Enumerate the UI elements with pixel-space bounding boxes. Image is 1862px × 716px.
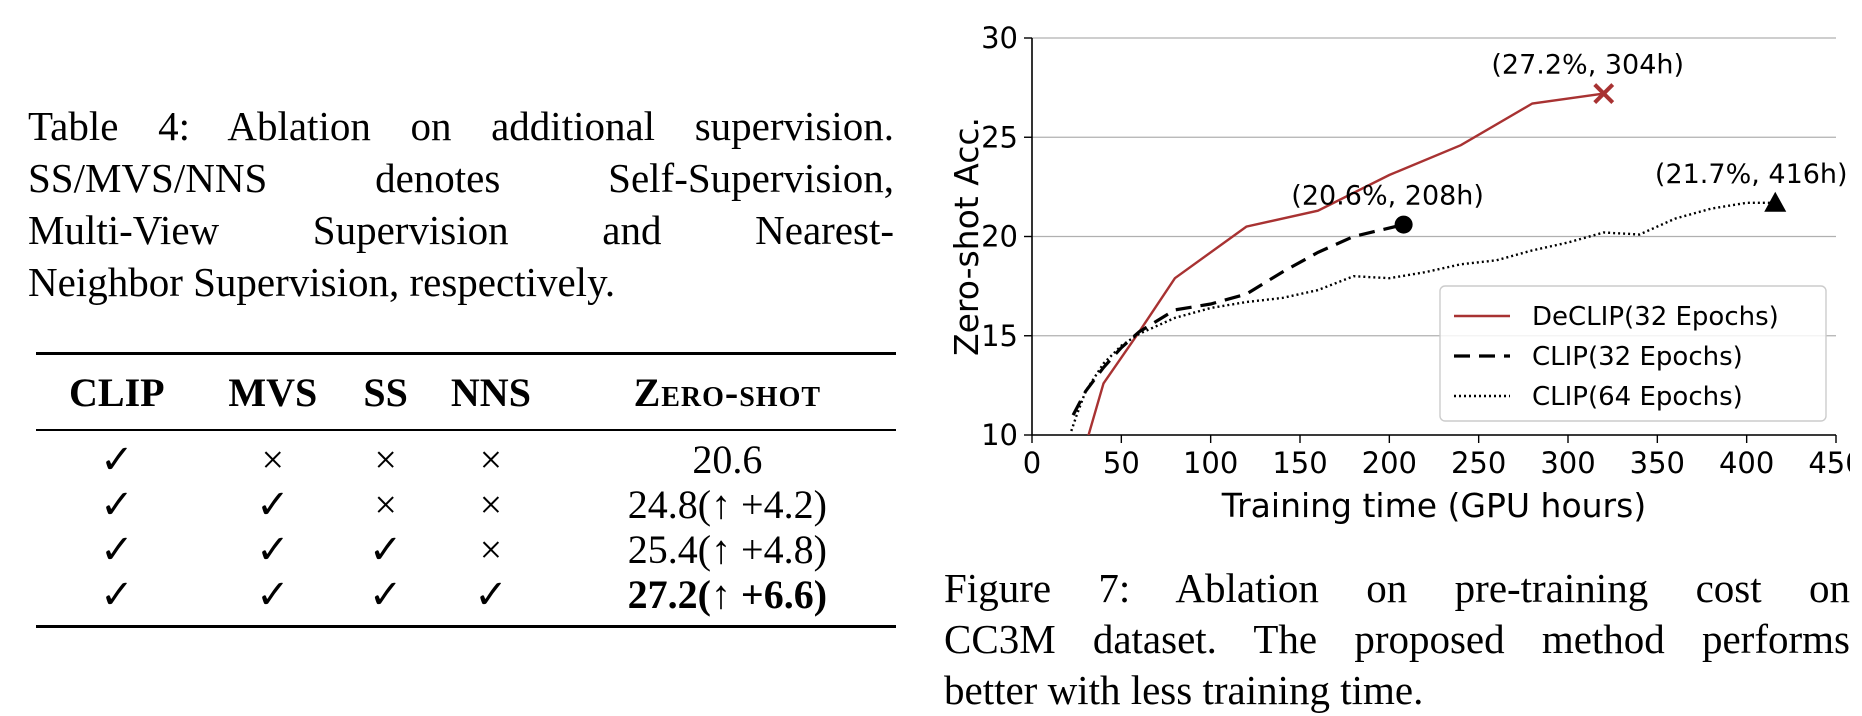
x-tick-label: 300 bbox=[1540, 446, 1595, 480]
legend-entry: CLIP(32 Epochs) bbox=[1532, 342, 1743, 372]
axes: 1015202530050100150200250300350400450Tra… bbox=[947, 21, 1850, 525]
table-row: ✓ ✓ × × 24.8(↑ +4.2) bbox=[36, 482, 896, 527]
endpoint-marker-x bbox=[1593, 83, 1615, 104]
legend-entry: CLIP(64 Epochs) bbox=[1532, 382, 1743, 412]
figure-caption-line: Figure 7: Ablation on pre-training cost … bbox=[944, 565, 1850, 611]
series-line-0 bbox=[1087, 92, 1604, 435]
y-axis-label: Zero-shot Acc. bbox=[947, 117, 986, 356]
table-cell: ✓ bbox=[368, 527, 403, 572]
y-tick-label: 30 bbox=[981, 21, 1018, 55]
y-tick-label: 25 bbox=[981, 120, 1018, 154]
table-cell: × bbox=[479, 482, 503, 527]
table-cell: 25.4(↑ +4.8) bbox=[627, 527, 827, 572]
pretraining-cost-chart: 1015202530050100150200250300350400450Tra… bbox=[947, 21, 1850, 525]
header-mvs: MVS bbox=[197, 352, 348, 431]
table-cell: × bbox=[479, 527, 503, 572]
table-cell: ✓ bbox=[256, 527, 290, 572]
endpoint-label: (21.7%, 416h) bbox=[1655, 159, 1848, 190]
figure-caption-line: better with less training time. bbox=[944, 667, 1424, 713]
x-tick-label: 100 bbox=[1183, 446, 1238, 480]
endpoint-label: (27.2%, 304h) bbox=[1491, 50, 1684, 81]
x-tick-label: 400 bbox=[1719, 446, 1774, 480]
table-caption-line: SS/MVS/NNS denotes Self-Supervision, bbox=[28, 155, 894, 201]
table-caption-line: Neighbor Supervision, respectively. bbox=[28, 259, 616, 305]
table-cell: × bbox=[374, 482, 397, 527]
x-tick-label: 450 bbox=[1808, 446, 1850, 480]
x-tick-label: 150 bbox=[1272, 446, 1327, 480]
table-caption-line: Multi-View Supervision and Nearest- bbox=[28, 207, 894, 253]
table-cell: ✓ bbox=[256, 482, 290, 527]
header-clip: CLIP bbox=[36, 352, 198, 431]
x-tick-label: 250 bbox=[1451, 446, 1506, 480]
table-cell: × bbox=[261, 437, 285, 482]
table-row: ✓ ✓ ✓ ✓ 27.2(↑ +6.6) bbox=[36, 572, 896, 628]
data-labels: (27.2%, 304h) (20.6%, 208h) (21.7%, 416h) bbox=[1291, 50, 1847, 212]
x-tick-label: 350 bbox=[1630, 446, 1685, 480]
legend-entry: DeCLIP(32 Epochs) bbox=[1532, 302, 1779, 332]
table-cell: ✓ bbox=[100, 527, 134, 572]
header-zero-shot: Zero-shot bbox=[558, 352, 896, 431]
y-tick-label: 15 bbox=[981, 319, 1018, 353]
table-row: ✓ × × × 20.6 bbox=[36, 430, 896, 482]
endpoint-marker-triangle bbox=[1764, 191, 1787, 212]
series bbox=[1070, 83, 1787, 435]
x-axis-label: Training time (GPU hours) bbox=[1221, 486, 1646, 525]
legend-box bbox=[1439, 285, 1827, 422]
table-cell: × bbox=[374, 437, 397, 482]
table-cell: ✓ bbox=[197, 572, 348, 628]
x-tick-label: 50 bbox=[1103, 446, 1140, 480]
series-line-2 bbox=[1070, 201, 1776, 432]
x-tick-label: 200 bbox=[1362, 446, 1417, 480]
header-ss: SS bbox=[348, 352, 424, 431]
table-cell: ✓ bbox=[36, 572, 198, 628]
table-cell: × bbox=[479, 437, 503, 482]
table-cell: ✓ bbox=[423, 572, 559, 628]
y-tick-label: 20 bbox=[981, 220, 1018, 254]
table-cell: ✓ bbox=[100, 437, 134, 482]
endpoint-marker-circle bbox=[1394, 215, 1413, 234]
table-cell-best: 27.2(↑ +6.6) bbox=[558, 572, 896, 628]
table-header-row: CLIP MVS SS NNS Zero-shot bbox=[36, 352, 896, 431]
table-cell: 20.6 bbox=[692, 437, 763, 482]
table-row: ✓ ✓ ✓ × 25.4(↑ +4.8) bbox=[36, 527, 896, 572]
table-cell: 24.8(↑ +4.2) bbox=[627, 482, 827, 527]
y-tick-label: 10 bbox=[981, 418, 1018, 452]
table-caption: Table 4: Ablation on additional supervis… bbox=[28, 100, 894, 308]
table-cell: ✓ bbox=[348, 572, 424, 628]
figure-caption-line: CC3M dataset. The proposed method perfor… bbox=[944, 616, 1850, 662]
endpoint-label: (20.6%, 208h) bbox=[1291, 181, 1484, 212]
header-nns: NNS bbox=[423, 352, 559, 431]
x-tick-label: 0 bbox=[1023, 446, 1041, 480]
series-line-1 bbox=[1071, 223, 1404, 416]
ablation-table: CLIP MVS SS NNS Zero-shot ✓ × × × 20.6 ✓… bbox=[36, 352, 896, 628]
figure-caption: Figure 7: Ablation on pre-training cost … bbox=[944, 563, 1850, 716]
table-cell: ✓ bbox=[100, 482, 134, 527]
legend: DeCLIP(32 Epochs) CLIP(32 Epochs) CLIP(64 … bbox=[1439, 285, 1827, 422]
table-caption-line: Table 4: Ablation on additional supervis… bbox=[28, 103, 894, 149]
